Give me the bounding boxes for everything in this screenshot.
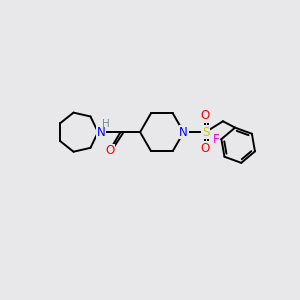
Text: F: F	[213, 133, 220, 146]
Text: O: O	[201, 142, 210, 155]
Text: N: N	[179, 126, 188, 139]
Text: N: N	[97, 126, 105, 139]
Text: O: O	[201, 109, 210, 122]
Text: S: S	[202, 126, 209, 139]
Text: H: H	[102, 119, 110, 129]
Text: O: O	[105, 144, 114, 157]
